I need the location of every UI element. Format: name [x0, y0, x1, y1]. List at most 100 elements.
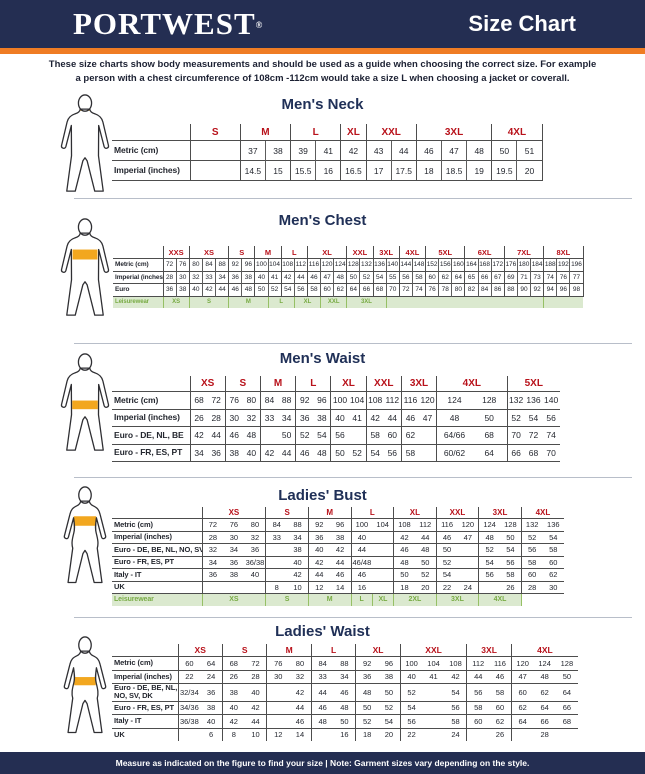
value-cell: 46 — [224, 426, 243, 444]
value-cell: 46 — [289, 714, 312, 728]
size-header: M — [266, 644, 312, 657]
value-cell: 104 — [267, 258, 282, 271]
value-cell: 54 — [444, 683, 467, 701]
value-cell: 46/48 — [350, 555, 373, 569]
value-cell: 88 — [215, 258, 229, 271]
size-header: XL — [330, 376, 367, 392]
value-cell: 50 — [555, 669, 578, 684]
value-cell: 32 — [242, 408, 261, 427]
section-separator — [74, 343, 632, 344]
value-cell: 100 — [350, 518, 373, 531]
size-header: 8XL — [543, 246, 584, 259]
value-cell: 73 — [530, 270, 544, 284]
value-cell: 36 — [244, 543, 266, 556]
corner-cell — [113, 246, 163, 259]
value-cell: 54 — [542, 530, 564, 544]
value-cell — [266, 714, 290, 728]
value-cell: 98 — [569, 283, 584, 296]
value-cell: 120 — [320, 258, 334, 271]
value-cell: 148 — [411, 258, 426, 271]
section-separator — [74, 477, 632, 478]
value-cell: 78 — [438, 283, 452, 296]
value-cell: 192 — [556, 258, 570, 271]
value-cell: 46 — [310, 700, 334, 715]
value-cell: 24 — [200, 669, 223, 684]
value-cell: 17 — [365, 160, 392, 181]
value-cell: 56 — [398, 270, 413, 284]
portwest-logo: PORTWEST® — [73, 5, 262, 44]
footer-bar: Measure as indicated on the figure to fi… — [0, 752, 645, 774]
value-cell — [478, 580, 500, 594]
value-cell: 18 — [393, 580, 415, 594]
size-header: 3XL — [466, 644, 512, 657]
size-header: 4XL — [510, 644, 578, 657]
value-cell: 62 — [542, 568, 564, 581]
value-cell: 40 — [244, 683, 267, 701]
value-cell: 48 — [310, 714, 334, 728]
value-cell: 180 — [516, 258, 531, 271]
value-cell: 88 — [287, 518, 309, 531]
value-cell: 36 — [355, 669, 378, 684]
section-title-t-mwaist: Men's Waist — [279, 350, 366, 367]
highlight-band — [72, 249, 98, 260]
size-header: XL — [393, 507, 437, 519]
value-cell: 116 — [400, 391, 419, 409]
value-cell: 68 — [524, 443, 543, 462]
value-cell: 96 — [313, 391, 331, 409]
leisure-cell — [520, 593, 564, 606]
value-cell: 20 — [516, 160, 543, 181]
page-title: Size Chart — [468, 11, 576, 36]
value-cell: 40 — [330, 408, 349, 427]
row-label: Leisurewear — [113, 295, 163, 308]
value-cell: 88 — [278, 391, 296, 409]
value-cell: 47 — [457, 530, 479, 544]
value-cell — [266, 683, 290, 701]
value-cell: 108 — [393, 518, 415, 531]
value-cell: 52 — [478, 543, 500, 556]
value-cell: 50 — [378, 683, 401, 701]
corner-cell — [112, 124, 190, 141]
value-cell: 36 — [295, 408, 314, 427]
value-cell: 44 — [414, 530, 437, 544]
value-cell: 60 — [489, 700, 512, 715]
value-cell: 76 — [223, 518, 245, 531]
corner-cell — [112, 507, 202, 519]
value-cell — [201, 580, 224, 594]
value-cell: 40 — [200, 714, 223, 728]
value-cell: 184 — [530, 258, 544, 271]
value-cell: 108 — [280, 258, 295, 271]
value-cell: 132 — [506, 391, 525, 409]
value-cell: 32/34 — [177, 683, 201, 701]
size-header: 4XL — [436, 376, 508, 392]
value-cell: 188 — [543, 258, 557, 271]
row-label: Euro — [113, 283, 163, 296]
value-cell: 76 — [266, 656, 290, 670]
value-cell: 40 — [399, 669, 423, 684]
value-cell: 18 — [355, 727, 378, 741]
size-header: M — [239, 124, 291, 141]
leisure-cell: XS — [162, 295, 190, 308]
value-cell: 84 — [259, 391, 279, 409]
value-cell: 84 — [310, 656, 334, 670]
size-header: S — [221, 644, 267, 657]
value-cell: 26 — [221, 669, 245, 684]
value-cell: 58 — [489, 683, 512, 701]
value-cell: 44 — [466, 669, 490, 684]
size-header: M — [254, 246, 282, 259]
leisure-cell: XL — [371, 593, 394, 606]
value-cell: 62 — [533, 683, 556, 701]
value-cell: 42 — [221, 714, 245, 728]
value-cell: 46 — [333, 683, 356, 701]
value-cell: 40 — [350, 530, 373, 544]
value-cell: 62 — [510, 700, 534, 715]
value-cell: 41 — [348, 408, 367, 427]
value-cell: 30 — [542, 580, 564, 594]
value-cell: 19 — [466, 160, 492, 181]
value-cell: 46 — [415, 140, 442, 161]
value-cell: 69 — [503, 270, 518, 284]
value-cell: 36 — [162, 283, 177, 296]
value-cell: 38 — [224, 443, 243, 462]
value-cell — [422, 727, 445, 741]
value-cell — [348, 426, 367, 444]
figure-outline — [63, 500, 107, 584]
